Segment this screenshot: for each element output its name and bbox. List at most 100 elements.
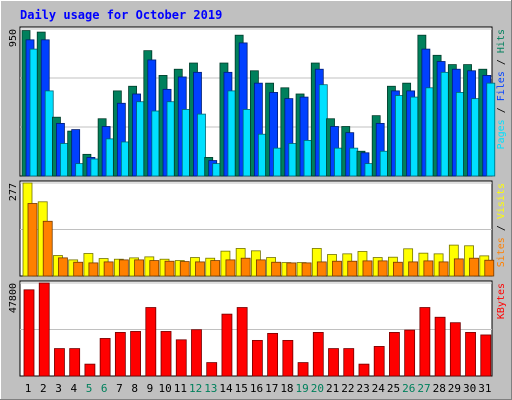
legend-kbytes: KBytes — [496, 283, 507, 319]
kbytes-bar — [267, 332, 279, 377]
sites-bar — [393, 261, 403, 277]
sites-bar — [408, 261, 419, 277]
day-label: 10 — [159, 382, 172, 395]
sites-bar — [73, 261, 84, 277]
pages-bar — [90, 158, 100, 177]
sites-bar — [484, 259, 495, 277]
kbytes-bar — [206, 362, 218, 377]
kbytes-bar — [434, 316, 446, 377]
day-label: 31 — [478, 382, 491, 395]
kbytes-bar — [389, 332, 400, 377]
pages-bar — [105, 138, 115, 177]
kbytes-bar — [69, 348, 81, 377]
day-label: 26 — [402, 382, 415, 395]
kbytes-bar — [99, 338, 111, 377]
kbytes-bar — [38, 282, 50, 377]
day-label: 13 — [204, 382, 217, 395]
pages-bar — [257, 133, 267, 177]
sites-bar — [103, 261, 114, 277]
kbytes-bar — [23, 289, 35, 377]
day-label: 19 — [296, 382, 309, 395]
pages-bar — [166, 101, 176, 177]
day-label: 18 — [280, 382, 293, 395]
y-max-label: 950 — [8, 29, 19, 47]
pages-bar — [471, 98, 480, 177]
kbytes-bar — [449, 322, 461, 377]
y-max-label: 277 — [8, 183, 19, 201]
legend-pages: Pages — [496, 119, 507, 149]
legend: Sites / Visits — [496, 183, 507, 267]
day-label: 5 — [86, 382, 93, 395]
kbytes-bar — [160, 331, 172, 377]
legend-hits: Hits — [496, 29, 507, 53]
sites-bar — [240, 257, 251, 277]
pages-bar — [60, 143, 69, 177]
sites-bar — [453, 258, 464, 277]
sites-bar — [301, 262, 312, 277]
day-label: 16 — [250, 382, 263, 395]
sites-bar — [88, 262, 99, 277]
pages-bar — [364, 163, 374, 177]
pages-bar — [349, 147, 359, 177]
kbytes-bar — [114, 332, 126, 377]
day-label: 14 — [219, 382, 233, 395]
sites-bar — [377, 260, 388, 277]
pages-bar — [273, 147, 283, 177]
sites-bar — [362, 260, 373, 277]
legend: KBytes — [496, 283, 507, 319]
sites-bar — [27, 203, 38, 277]
kbytes-bar — [480, 334, 492, 377]
pages-bar — [395, 95, 404, 177]
pages-bar — [29, 48, 39, 177]
day-label: 12 — [189, 382, 202, 395]
day-label: 23 — [356, 382, 369, 395]
pages-bar — [455, 92, 465, 177]
kbytes-bar — [404, 329, 416, 377]
pages-bar — [410, 96, 420, 177]
sites-bar — [316, 261, 327, 277]
kbytes-bar — [54, 348, 65, 377]
day-label: 6 — [101, 382, 108, 395]
kbytes-bar — [130, 331, 141, 377]
kbytes-bar — [145, 307, 157, 377]
day-label: 11 — [174, 382, 187, 395]
kbytes-bar — [221, 313, 233, 377]
sites-bar — [149, 260, 160, 277]
sites-bar — [347, 260, 358, 277]
day-label: 4 — [70, 382, 77, 395]
kbytes-bar — [465, 332, 476, 377]
day-label: 25 — [387, 382, 400, 395]
legend-sites: Sites — [496, 237, 507, 267]
day-label: 1 — [25, 382, 32, 395]
day-label: 21 — [326, 382, 339, 395]
hits-files-pages-panel: 950 Pages / Files / Hits — [8, 26, 507, 177]
visits-sites-panel: 277 Sites / Visits — [8, 180, 507, 277]
day-label: 17 — [265, 382, 278, 395]
day-label: 7 — [116, 382, 123, 395]
kbytes-bar — [343, 348, 355, 377]
day-label: 29 — [448, 382, 461, 395]
pages-bar — [303, 140, 313, 177]
sites-bar — [195, 261, 205, 277]
sites-bar — [225, 259, 236, 277]
sites-bar — [469, 257, 479, 277]
pages-bar — [136, 101, 145, 177]
kbytes-bar — [282, 339, 294, 377]
sites-bar — [58, 257, 68, 277]
day-label: 27 — [417, 382, 430, 395]
sites-bar — [423, 260, 434, 277]
sites-bar — [286, 262, 297, 277]
day-label: 30 — [463, 382, 476, 395]
day-label: 22 — [341, 382, 354, 395]
day-label: 2 — [40, 382, 47, 395]
pages-bar — [334, 147, 343, 177]
pages-bar — [197, 113, 206, 177]
pages-bar — [181, 109, 191, 177]
sites-bar — [164, 260, 175, 277]
sites-bar — [271, 261, 282, 277]
day-label: 15 — [235, 382, 248, 395]
kbytes-bar — [419, 307, 431, 377]
legend-separator: / — [496, 53, 507, 71]
y-max-label: 47800 — [8, 283, 19, 313]
